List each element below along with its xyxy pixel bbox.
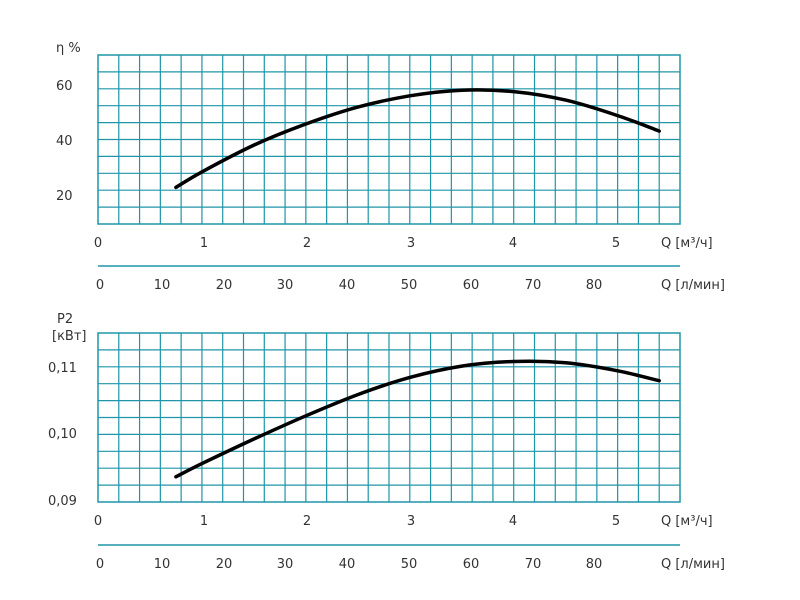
efficiency-x2-tick-80: 80 — [586, 278, 603, 293]
power-y-tick-010: 0,10 — [48, 427, 77, 442]
efficiency-y-tick-40: 40 — [56, 134, 73, 149]
efficiency-x-tick-5: 5 — [612, 236, 620, 251]
power-curve — [174, 359, 661, 479]
power-chart: P2 [кВт] 0,11 0,10 0,09 0 1 2 3 4 5 Q [м… — [48, 312, 725, 572]
power-secondary-x-ticks: 0 10 20 30 40 50 60 70 80 — [96, 557, 602, 572]
power-x-tick-3: 3 — [407, 514, 415, 529]
efficiency-x2-axis-title: Q [л/мин] — [661, 278, 725, 293]
efficiency-chart: η % 60 40 20 0 1 2 3 4 5 Q [м³/ч] 0 10 2… — [56, 41, 725, 293]
efficiency-y-tick-20: 20 — [56, 189, 73, 204]
efficiency-grid — [97, 54, 681, 225]
efficiency-x-tick-0: 0 — [94, 236, 102, 251]
power-y-axis-title: P2 — [57, 312, 73, 327]
power-grid — [97, 332, 681, 503]
efficiency-x-tick-4: 4 — [509, 236, 517, 251]
efficiency-secondary-x-ticks: 0 10 20 30 40 50 60 70 80 — [96, 278, 602, 293]
efficiency-y-axis-title: η % — [56, 41, 81, 56]
efficiency-x2-tick-60: 60 — [463, 278, 480, 293]
efficiency-x2-tick-70: 70 — [525, 278, 542, 293]
power-y-tick-009: 0,09 — [48, 494, 77, 509]
efficiency-x2-tick-50: 50 — [401, 278, 418, 293]
efficiency-x2-tick-0: 0 — [96, 278, 104, 293]
power-x2-tick-70: 70 — [525, 557, 542, 572]
efficiency-x-tick-1: 1 — [200, 236, 208, 251]
efficiency-y-tick-60: 60 — [56, 79, 73, 94]
power-x-tick-0: 0 — [94, 514, 102, 529]
power-x-tick-4: 4 — [509, 514, 517, 529]
power-x-tick-1: 1 — [200, 514, 208, 529]
efficiency-x-axis-title: Q [м³/ч] — [661, 236, 713, 251]
efficiency-curve — [174, 88, 661, 190]
power-x2-tick-60: 60 — [463, 557, 480, 572]
efficiency-x2-tick-40: 40 — [339, 278, 356, 293]
power-x-axis-title: Q [м³/ч] — [661, 514, 713, 529]
efficiency-x-tick-3: 3 — [407, 236, 415, 251]
power-x2-tick-0: 0 — [96, 557, 104, 572]
power-y-axis-unit: [кВт] — [52, 329, 87, 344]
power-x2-tick-50: 50 — [401, 557, 418, 572]
power-x2-tick-80: 80 — [586, 557, 603, 572]
efficiency-x2-tick-30: 30 — [277, 278, 294, 293]
power-x2-tick-40: 40 — [339, 557, 356, 572]
power-x-tick-5: 5 — [612, 514, 620, 529]
power-x2-axis-title: Q [л/мин] — [661, 557, 725, 572]
power-x2-tick-10: 10 — [154, 557, 171, 572]
power-x-axis-ticks: 0 1 2 3 4 5 — [94, 514, 620, 529]
efficiency-x2-tick-10: 10 — [154, 278, 171, 293]
efficiency-x-axis-ticks: 0 1 2 3 4 5 — [94, 236, 620, 251]
power-y-tick-011: 0,11 — [48, 361, 77, 376]
power-x2-tick-30: 30 — [277, 557, 294, 572]
power-x-tick-2: 2 — [303, 514, 311, 529]
power-x2-tick-20: 20 — [216, 557, 233, 572]
efficiency-x-tick-2: 2 — [303, 236, 311, 251]
efficiency-x2-tick-20: 20 — [216, 278, 233, 293]
